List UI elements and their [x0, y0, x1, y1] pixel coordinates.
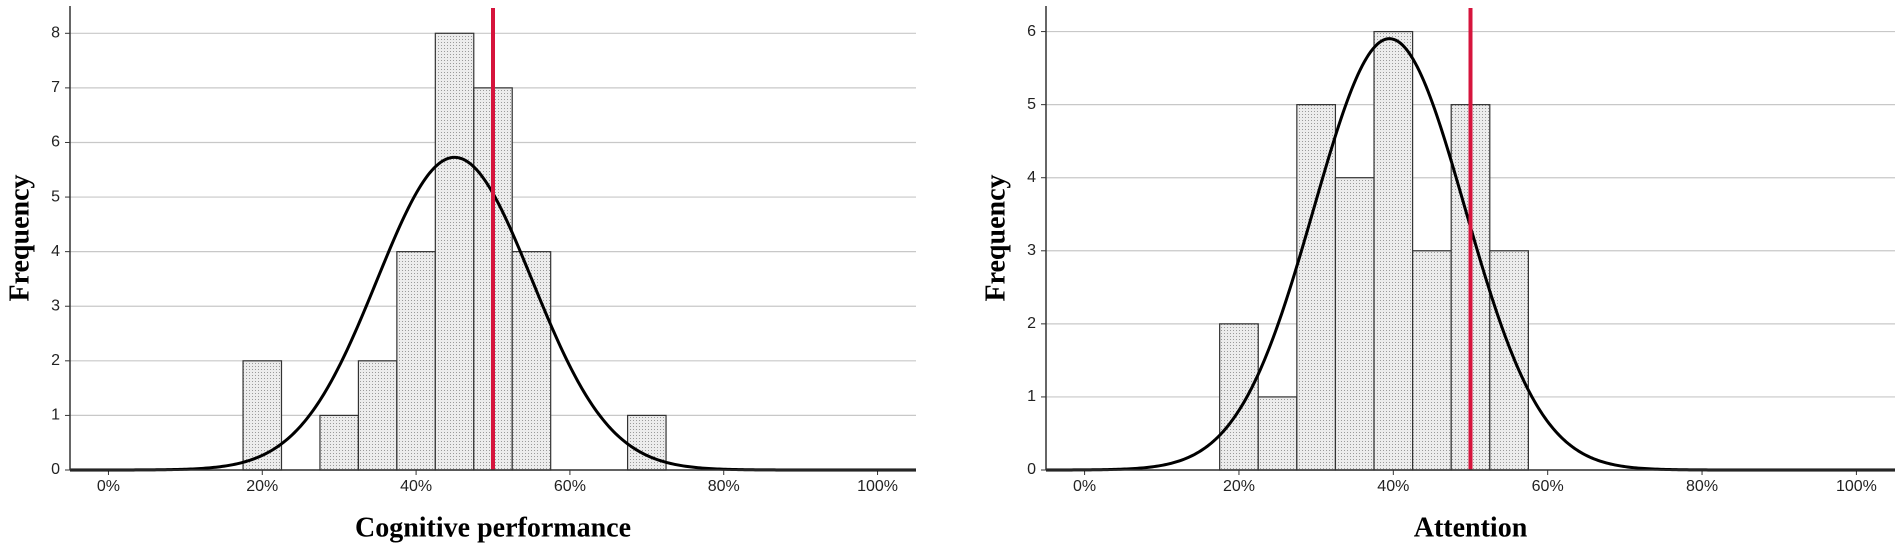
y-axis-label: Frequency [4, 174, 35, 301]
bar [1334, 177, 1375, 471]
y-tick-label: 4 [1027, 169, 1036, 186]
x-tick-label: 80% [708, 478, 740, 495]
x-tick-label: 80% [1686, 478, 1718, 495]
x-tick-label: 0% [97, 478, 120, 495]
bar [319, 414, 360, 471]
y-tick-label: 1 [51, 407, 60, 424]
x-tick-label: 20% [1223, 478, 1255, 495]
y-tick-label: 0 [1027, 461, 1036, 478]
y-tick-label: 5 [1027, 96, 1036, 113]
x-tick-label: 40% [1377, 478, 1409, 495]
y-tick-label: 3 [51, 297, 60, 314]
y-tick-label: 4 [51, 243, 60, 260]
bar [1257, 396, 1298, 471]
y-tick-label: 0 [51, 461, 60, 478]
y-tick-label: 2 [1027, 315, 1036, 332]
bar [1412, 250, 1452, 471]
y-tick-label: 3 [1027, 242, 1036, 259]
x-axis-label: Attention [1414, 512, 1528, 543]
x-tick-label: 60% [554, 478, 586, 495]
bar [396, 251, 436, 471]
x-tick-label: 40% [400, 478, 432, 495]
y-axis-label: Frequency [980, 174, 1011, 301]
y-tick-label: 2 [51, 352, 60, 369]
x-tick-label: 100% [1836, 478, 1877, 495]
y-tick-label: 6 [51, 134, 60, 151]
x-tick-label: 100% [857, 478, 898, 495]
x-tick-label: 20% [246, 478, 278, 495]
bar [1219, 323, 1259, 471]
bar [1489, 250, 1529, 471]
y-tick-label: 5 [51, 188, 60, 205]
y-tick-label: 7 [51, 79, 60, 96]
x-tick-label: 0% [1073, 478, 1096, 495]
bar [511, 251, 552, 471]
x-axis-label: Cognitive performance [355, 512, 631, 543]
y-tick-label: 1 [1027, 388, 1036, 405]
y-tick-label: 6 [1027, 23, 1036, 40]
bar [1373, 30, 1414, 471]
bar [434, 32, 475, 471]
y-tick-label: 8 [51, 25, 60, 42]
bar [242, 360, 283, 471]
x-tick-label: 60% [1532, 478, 1564, 495]
bar [357, 360, 398, 471]
